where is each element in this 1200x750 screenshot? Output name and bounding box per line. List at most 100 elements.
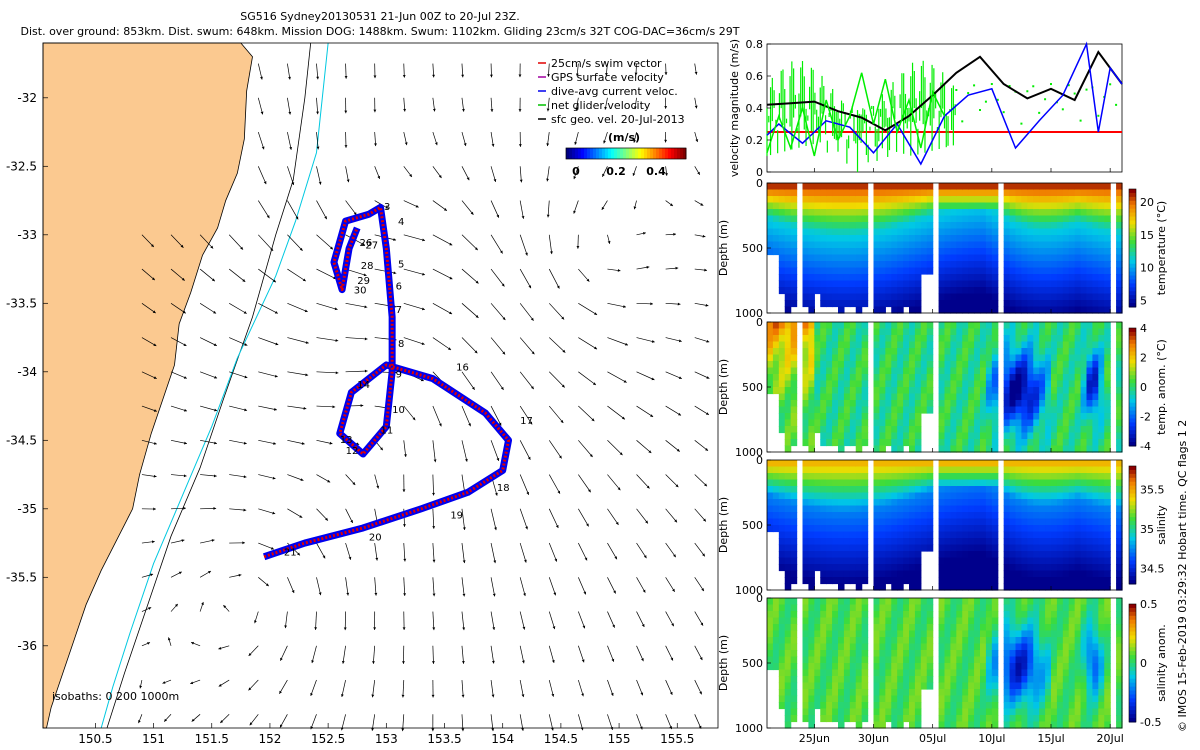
section-cell bbox=[1003, 419, 1011, 427]
section-cell bbox=[843, 419, 851, 427]
section-cell bbox=[1092, 335, 1099, 343]
section-cell bbox=[991, 400, 999, 408]
section-cell bbox=[1068, 505, 1076, 513]
section-cell bbox=[909, 650, 916, 658]
section-cell bbox=[950, 505, 957, 513]
section-cell bbox=[849, 460, 857, 468]
section-cell bbox=[897, 241, 904, 249]
section-cell bbox=[903, 328, 910, 336]
section-cell bbox=[784, 432, 792, 440]
section-cell bbox=[956, 322, 963, 330]
section-cell bbox=[1080, 439, 1088, 447]
section-cell bbox=[873, 624, 881, 632]
section-cell bbox=[897, 406, 904, 414]
colorbar-cell bbox=[659, 148, 663, 159]
section-cell bbox=[1021, 300, 1028, 308]
section-cell bbox=[1116, 261, 1123, 269]
section-cell bbox=[1021, 544, 1028, 552]
map-frame bbox=[42, 42, 719, 729]
section-cell bbox=[1098, 406, 1105, 414]
section-cell bbox=[1039, 479, 1046, 487]
section-cell bbox=[968, 306, 975, 314]
section-cell bbox=[832, 676, 839, 684]
sfc-vel-arrowhead bbox=[646, 485, 650, 489]
section-cell bbox=[1086, 466, 1094, 474]
sfc-vel-arrow bbox=[141, 405, 158, 412]
section-cell bbox=[920, 643, 928, 651]
section-cell bbox=[968, 267, 975, 275]
section-cell bbox=[909, 380, 916, 388]
sfc-vel-arrow bbox=[665, 611, 675, 627]
section-cell bbox=[885, 367, 892, 375]
section-cell bbox=[772, 202, 780, 210]
section-cell bbox=[1039, 583, 1046, 591]
section-cell bbox=[1033, 322, 1040, 330]
section-cell bbox=[968, 387, 975, 395]
section-cell bbox=[980, 564, 987, 572]
section-cell bbox=[1003, 583, 1011, 591]
section-cell bbox=[1003, 505, 1011, 513]
section-cell bbox=[1021, 287, 1028, 295]
section-cell bbox=[1056, 261, 1064, 269]
section-cell bbox=[962, 341, 969, 349]
section-cell bbox=[802, 267, 810, 275]
section-cell bbox=[826, 293, 833, 301]
section-cell bbox=[891, 322, 898, 330]
section-cell bbox=[926, 228, 934, 236]
section-cell bbox=[879, 293, 886, 301]
section-cell bbox=[808, 387, 815, 395]
section-cell bbox=[956, 306, 963, 314]
section-cell bbox=[944, 426, 952, 434]
section-cell bbox=[950, 413, 957, 421]
section-cell bbox=[1009, 439, 1017, 447]
section-cell bbox=[1062, 393, 1070, 401]
section-cell bbox=[897, 538, 904, 546]
section-cell bbox=[1080, 400, 1088, 408]
section-cell bbox=[843, 531, 851, 539]
section-cell bbox=[1074, 328, 1082, 336]
section-cell bbox=[1074, 267, 1082, 275]
section-cell bbox=[991, 413, 999, 421]
section-cell bbox=[1056, 241, 1064, 249]
section-cell bbox=[891, 624, 898, 632]
section-cell bbox=[1116, 380, 1123, 388]
colorbar-cell bbox=[605, 148, 609, 159]
section-cell bbox=[1056, 293, 1064, 301]
section-cell bbox=[914, 676, 922, 684]
sfc-vel-arrow bbox=[665, 645, 674, 661]
section-cell bbox=[1033, 306, 1040, 314]
section-cell bbox=[1056, 341, 1064, 349]
sfc-vel-arrowhead bbox=[673, 554, 676, 558]
section-cell bbox=[849, 209, 857, 217]
section-cell bbox=[767, 248, 774, 256]
section-cell bbox=[1062, 367, 1070, 375]
section-cell bbox=[962, 348, 969, 356]
section-cell bbox=[861, 708, 869, 716]
section-cell bbox=[808, 267, 815, 275]
section-cell bbox=[784, 663, 792, 671]
sfc-vel-arrowhead bbox=[468, 423, 471, 427]
section-cell bbox=[790, 715, 798, 723]
section-cell bbox=[1104, 551, 1111, 559]
section-cell bbox=[938, 473, 946, 481]
section-cell bbox=[1092, 341, 1099, 349]
sfc-vel-arrowhead bbox=[502, 351, 506, 355]
sfc-vel-arrow bbox=[607, 337, 629, 346]
section-cell bbox=[1092, 577, 1099, 585]
section-cell bbox=[855, 228, 863, 236]
sfc-vel-arrowhead bbox=[573, 210, 576, 214]
section-cell bbox=[950, 235, 957, 243]
section-cell bbox=[838, 682, 845, 690]
section-cell bbox=[1056, 413, 1064, 421]
section-cell bbox=[832, 293, 839, 301]
sfc-vel-arrowhead bbox=[555, 525, 559, 529]
sfc-vel-arrow bbox=[578, 268, 590, 282]
section-cell bbox=[1021, 473, 1028, 481]
section-cell bbox=[861, 267, 869, 275]
section-cell bbox=[1098, 460, 1105, 468]
section-cell bbox=[1015, 254, 1023, 262]
section-cell bbox=[903, 544, 910, 552]
section-cell bbox=[1068, 479, 1076, 487]
section-cell bbox=[790, 630, 798, 638]
